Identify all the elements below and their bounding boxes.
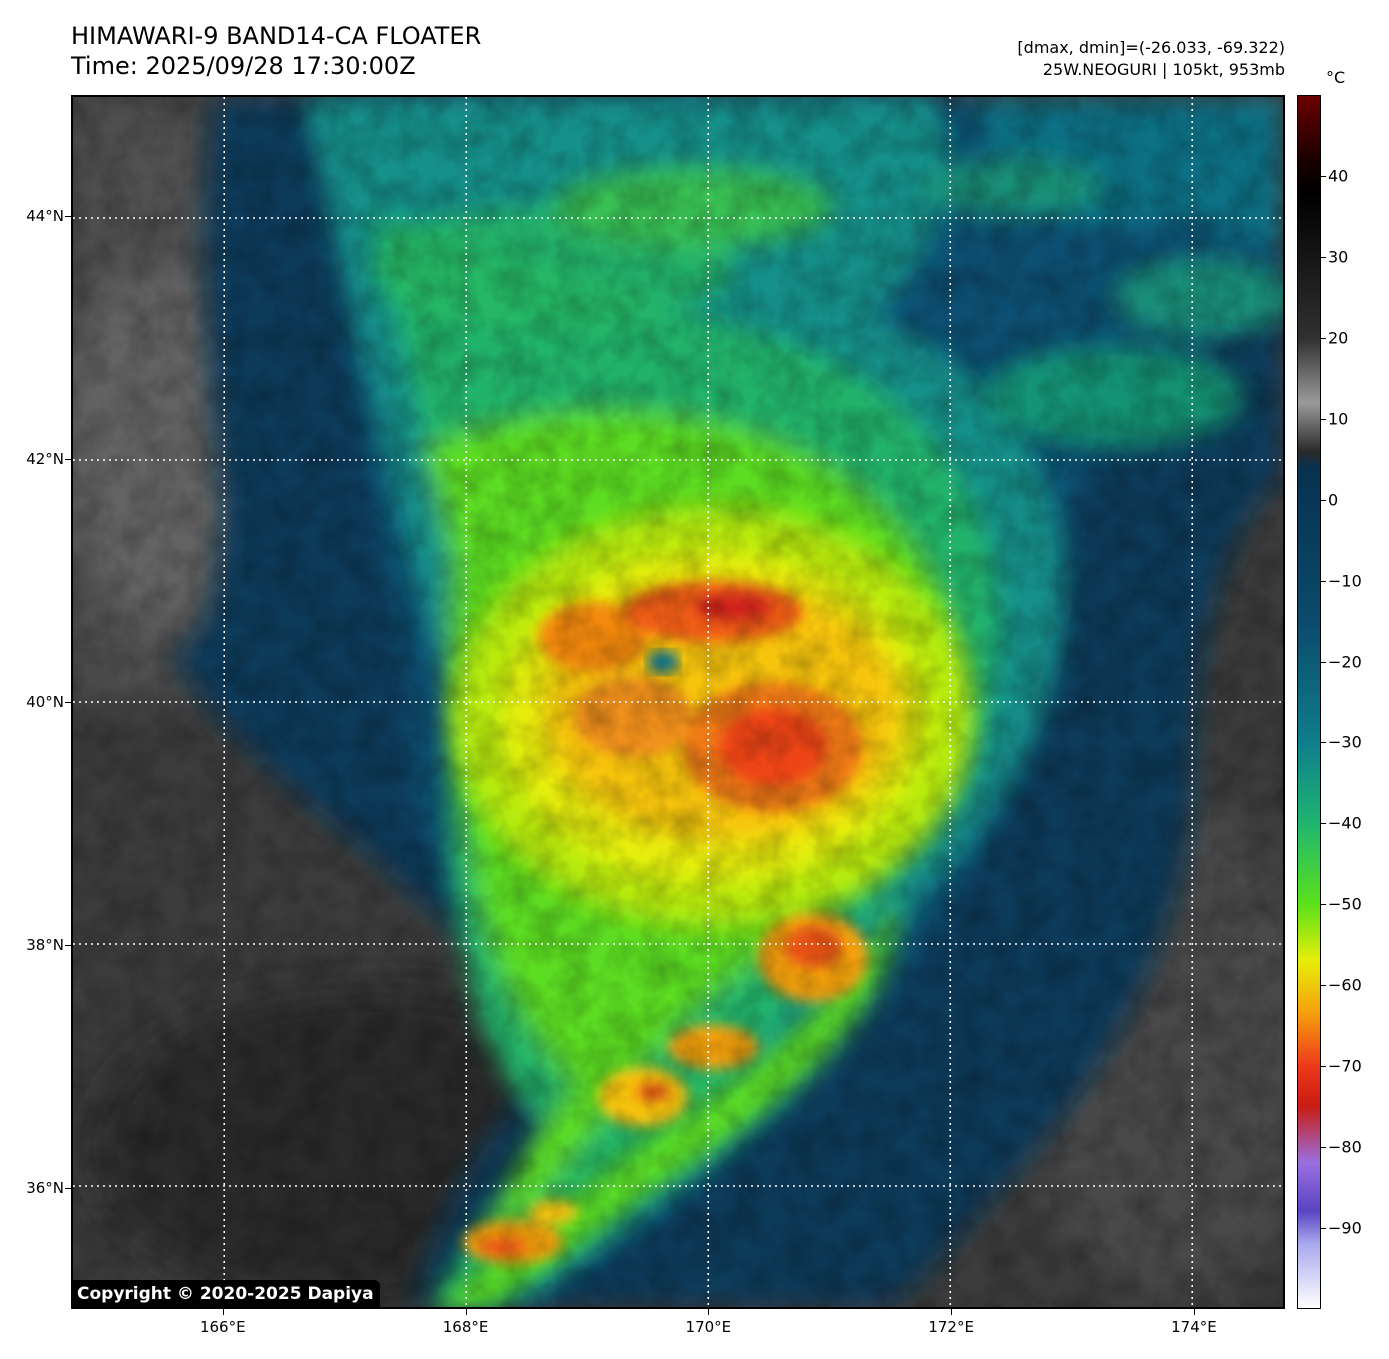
colorbar-tick-label: −20 [1328,652,1362,672]
map-gridlines [73,97,1283,1307]
colorbar-tick-mark [1321,337,1326,339]
colorbar-tick-label: −80 [1328,1137,1362,1157]
colorbar-tick-label: 0 [1328,490,1339,510]
colorbar-tick-label: 30 [1328,247,1349,267]
lon-tick-label: 166°E [199,1318,246,1336]
colorbar-tick-mark [1321,256,1326,258]
satellite-map [71,95,1285,1309]
lat-tick-mark [65,216,71,218]
lat-tick-label: 44°N [26,207,64,226]
lat-tick-label: 42°N [26,450,64,469]
lon-tick-label: 168°E [442,1318,489,1336]
colorbar-tick-label: −30 [1328,732,1362,752]
lon-tick-mark [1193,1309,1195,1315]
colorbar-tick-label: −10 [1328,571,1362,591]
storm-info: 25W.NEOGURI | 105kt, 953mb [1042,60,1285,79]
colorbar-tick-mark [1321,661,1326,663]
colorbar-tick-mark [1321,823,1326,825]
colorbar-tick-mark [1321,904,1326,906]
colorbar-tick-mark [1321,742,1326,744]
colorbar-tick-label: 20 [1328,328,1349,348]
colorbar-tick-mark [1321,175,1326,177]
satellite-imagery [73,97,1283,1307]
lat-tick-mark [65,944,71,946]
colorbar-tick-label: −70 [1328,1056,1362,1076]
lon-tick-mark [708,1309,710,1315]
copyright-notice: Copyright © 2020-2025 Dapiya [71,1280,380,1308]
colorbar-tick-label: 10 [1328,409,1349,429]
colorbar-tick-mark [1321,418,1326,420]
colorbar-tick-label: 40 [1328,166,1349,186]
lat-tick-label: 40°N [26,693,64,711]
lon-tick-mark [465,1309,467,1315]
lon-tick-label: 170°E [685,1318,732,1336]
colorbar-tick-mark [1321,580,1326,582]
colorbar-tick-mark [1321,1066,1326,1068]
lon-tick-mark [951,1309,953,1315]
image-title: HIMAWARI-9 BAND14-CA FLOATER [71,22,482,50]
image-timestamp: Time: 2025/09/28 17:30:00Z [71,52,416,80]
lon-tick-mark [222,1309,224,1315]
lat-tick-label: 36°N [26,1178,64,1197]
colorbar-tick-mark [1321,1147,1326,1149]
colorbar-tick-label: −90 [1328,1218,1362,1238]
colorbar-tick-mark [1321,985,1326,987]
lat-tick-mark [65,459,71,461]
lon-tick-label: 172°E [928,1318,974,1336]
colorbar [1297,95,1321,1309]
colorbar-tick-label: −50 [1328,894,1362,914]
data-range-readout: [dmax, dmin]=(-26.033, -69.322) [1017,38,1285,57]
lon-tick-label: 174°E [1171,1318,1217,1336]
colorbar-unit: °C [1326,68,1346,87]
colorbar-tick-label: −40 [1328,813,1362,833]
lat-tick-mark [65,702,71,703]
colorbar-tick-mark [1321,499,1326,501]
lat-tick-mark [65,1187,71,1189]
lat-tick-label: 38°N [26,935,64,954]
colorbar-tick-label: −60 [1328,975,1362,995]
colorbar-tick-mark [1321,1228,1326,1230]
